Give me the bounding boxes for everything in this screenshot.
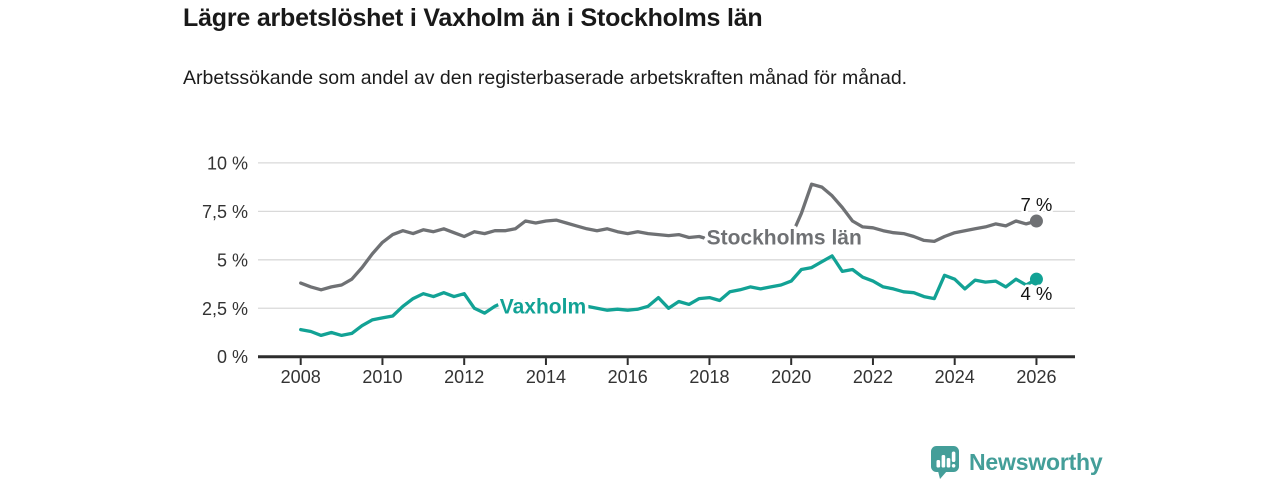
chart-title: Lägre arbetslöshet i Vaxholm än i Stockh…: [183, 4, 763, 32]
x-axis-tick-label: 2012: [444, 367, 484, 387]
x-axis-tick-label: 2014: [526, 367, 566, 387]
x-axis-tick-label: 2016: [608, 367, 648, 387]
x-axis-tick-label: 2010: [362, 367, 402, 387]
x-axis-tick-label: 2008: [281, 367, 321, 387]
series-label-stockholms-lan: Stockholms län: [707, 227, 862, 250]
x-axis-tick-label: 2024: [935, 367, 975, 387]
series-end-dot-stockholms-lan: [1029, 214, 1043, 228]
x-axis-tick-label: 2018: [689, 367, 729, 387]
y-axis-tick-label: 10 %: [207, 153, 248, 173]
y-axis-tick-label: 5 %: [217, 250, 248, 270]
y-axis-tick-label: 2,5 %: [202, 299, 248, 319]
series-line-stockholms-lan: [299, 182, 1039, 292]
series-end-value-label-vaxholm: 4 %: [1021, 283, 1053, 304]
series-end-value-label-stockholms-lan: 7 %: [1021, 194, 1053, 215]
newsworthy-logo-icon: [930, 445, 960, 480]
series-label-vaxholm: Vaxholm: [500, 295, 586, 318]
brand-footer: Newsworthy: [930, 444, 1103, 480]
series-end-dot-vaxholm: [1029, 272, 1043, 286]
x-axis-tick-label: 2020: [771, 367, 811, 387]
series-line-vaxholm: [299, 254, 1039, 338]
chart-subtitle: Arbetssökande som andel av den registerb…: [183, 67, 908, 89]
y-axis-tick-label: 0 %: [217, 347, 248, 367]
brand-name: Newsworthy: [969, 448, 1103, 475]
y-axis-tick-label: 7,5 %: [202, 202, 248, 222]
x-axis-tick-label: 2022: [853, 367, 893, 387]
x-axis-tick-label: 2026: [1016, 367, 1056, 387]
